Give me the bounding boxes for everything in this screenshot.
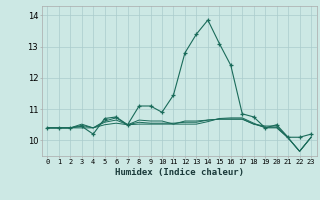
X-axis label: Humidex (Indice chaleur): Humidex (Indice chaleur) xyxy=(115,168,244,177)
